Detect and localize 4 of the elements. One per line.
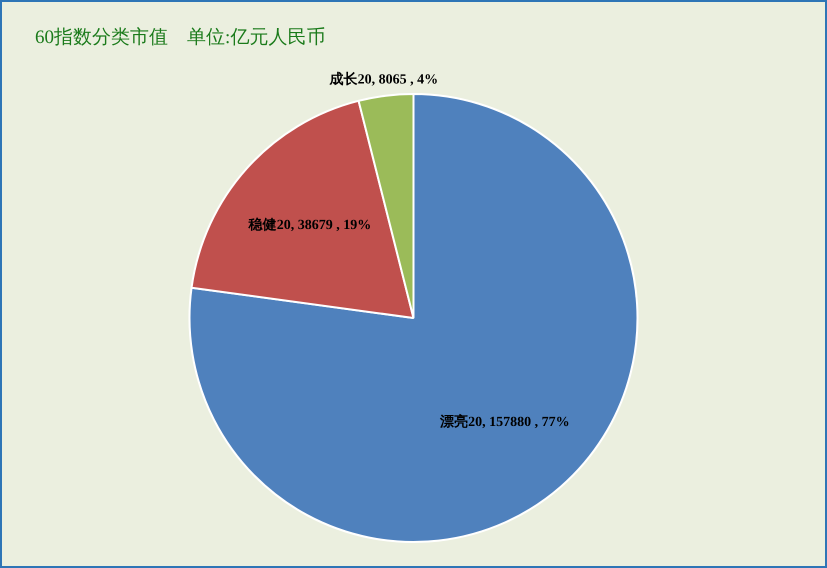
slice-label: 稳健20, 38679 , 19% <box>248 217 372 234</box>
chart-title: 60指数分类市值 单位:亿元人民币 <box>35 26 326 48</box>
slice-label: 漂亮20, 157880 , 77% <box>439 413 570 430</box>
slice-label: 成长20, 8065 , 4% <box>328 71 438 88</box>
